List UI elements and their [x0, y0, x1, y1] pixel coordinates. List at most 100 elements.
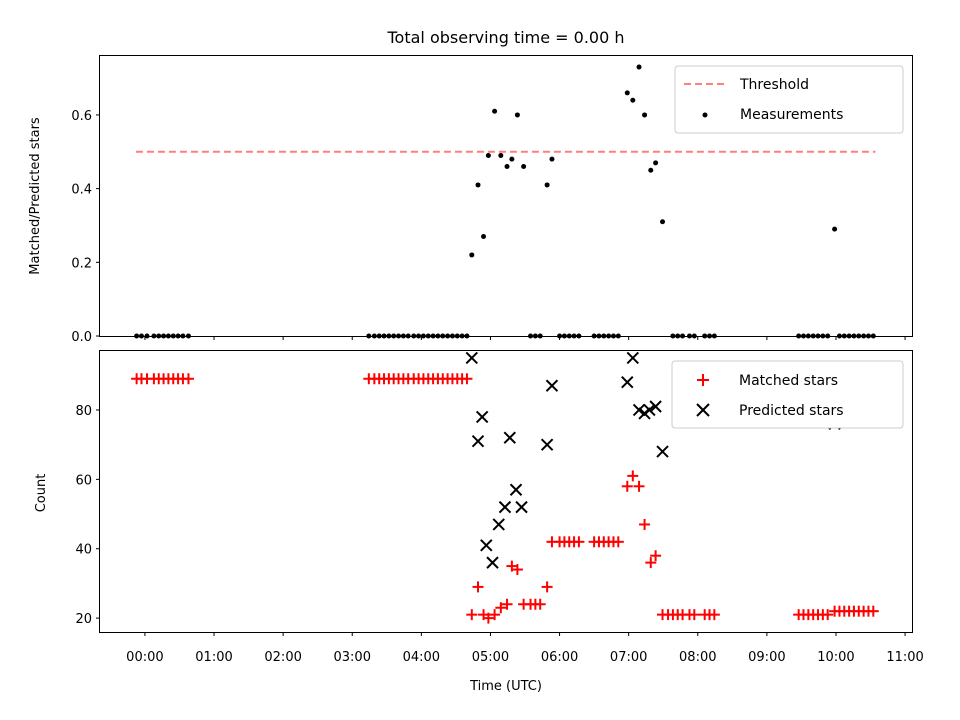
matched-stars-point	[511, 564, 523, 576]
matched-stars-point	[822, 609, 834, 621]
predicted-stars-point	[498, 500, 512, 514]
predicted-stars-point	[471, 434, 485, 448]
matched-stars-point	[688, 609, 700, 621]
matched-stars-point	[708, 609, 720, 621]
measurements-point	[660, 219, 666, 225]
x-tick-label: 07:00	[610, 650, 647, 665]
x-tick-label: 03:00	[334, 650, 371, 665]
x-tick-label: 10:00	[817, 650, 854, 665]
threshold-legend-label: Threshold	[739, 77, 809, 93]
x-tick-label: 11:00	[886, 650, 923, 665]
measurements-point	[642, 112, 648, 118]
measurements-point	[636, 64, 642, 70]
bottom-y-tick-label: 80	[75, 404, 92, 419]
top-axis-ticks: 0.0 0.2 0.4 0.6	[71, 109, 906, 345]
top-legend-box	[674, 65, 904, 134]
measurements-point	[544, 182, 550, 188]
predicted-stars-point	[643, 403, 656, 417]
measurements-point	[504, 164, 510, 170]
top-y-axis-label: Matched/Predicted stars	[28, 117, 43, 275]
matched-stars-point	[472, 581, 484, 593]
measurements-point	[832, 226, 838, 232]
x-tick-label: 09:00	[748, 650, 785, 665]
matched-legend-label: Matched stars	[739, 373, 838, 389]
predicted-stars-point	[626, 351, 640, 365]
measurements-point	[624, 90, 630, 96]
matched-stars-point	[461, 373, 473, 385]
x-tick-label: 06:00	[541, 650, 578, 665]
measurements-point	[653, 160, 659, 166]
matched-stars-point	[650, 550, 662, 562]
matched-stars-point	[495, 602, 507, 614]
bottom-axes-frame	[99, 350, 913, 633]
predicted-stars-point	[486, 556, 499, 569]
top-y-tick-label: 0.2	[71, 256, 92, 271]
top-legend: Threshold Measurements	[674, 65, 904, 134]
bottom-legend-box	[671, 360, 904, 429]
top-axes-frame	[99, 55, 913, 337]
matched-stars-point	[573, 536, 585, 548]
measurements-point	[648, 167, 654, 173]
matched-stars-point	[489, 609, 501, 621]
matched-stars-point	[612, 536, 624, 548]
predicted-legend-label: Predicted stars	[739, 403, 844, 419]
bottom-axis-ticks: 20 40 60 80 00:00 01:00 02:00 03:00 04:00 05:00 06…	[75, 404, 923, 665]
measurements-point	[485, 152, 491, 158]
measurements-legend-marker	[702, 112, 708, 118]
predicted-stars-point	[465, 351, 478, 365]
predicted-stars-point	[475, 410, 489, 424]
measurements-point	[514, 112, 520, 118]
measurements-point	[481, 234, 487, 240]
predicted-stars-point	[632, 403, 646, 417]
matched-stars-point	[501, 598, 513, 610]
top-panel: Total observing time = 0.00 h Matched/Pr…	[28, 28, 913, 345]
measurements-point	[521, 164, 527, 170]
chart-title: Total observing time = 0.00 h	[386, 28, 624, 47]
x-tick-label: 08:00	[679, 650, 716, 665]
predicted-stars-point	[545, 379, 559, 392]
top-y-tick-label: 0.0	[71, 330, 92, 345]
top-y-tick-label: 0.6	[71, 109, 92, 124]
x-tick-label: 01:00	[195, 650, 232, 665]
matched-stars-point	[621, 480, 633, 492]
measurements-point	[498, 152, 504, 158]
measurements-point	[630, 97, 636, 103]
x-tick-label: 05:00	[472, 650, 509, 665]
x-tick-label: 02:00	[264, 650, 301, 665]
measurements-point	[475, 182, 481, 188]
predicted-legend-marker	[696, 403, 710, 417]
matched-legend-marker	[697, 374, 709, 386]
predicted-stars-point	[540, 438, 554, 451]
matched-stars-point	[482, 612, 494, 624]
bottom-legend: Matched stars Predicted stars	[671, 360, 904, 429]
measurements-point	[509, 156, 515, 162]
measurements-point	[549, 156, 555, 162]
bottom-y-tick-label: 60	[75, 473, 92, 488]
predicted-stars-point	[492, 518, 505, 531]
measurements-point	[469, 252, 475, 258]
measurements-point	[492, 108, 498, 114]
matched-stars-point	[534, 598, 546, 610]
x-tick-label: 04:00	[403, 650, 440, 665]
predicted-stars-point	[656, 445, 669, 458]
predicted-stars-point	[649, 400, 662, 413]
matched-stars-point	[867, 605, 879, 617]
matched-stars-point	[645, 557, 657, 569]
matched-stars-point	[639, 518, 651, 530]
matched-stars-point	[506, 560, 518, 572]
predicted-stars-point	[515, 500, 528, 514]
predicted-stars-point	[480, 539, 493, 552]
bottom-plot-area	[131, 351, 879, 624]
matched-stars-point	[627, 470, 639, 482]
matched-stars-point	[541, 581, 553, 593]
top-y-tick-label: 0.4	[71, 183, 92, 198]
matched-stars-point	[633, 480, 645, 492]
predicted-stars-point	[621, 376, 634, 389]
bottom-y-tick-label: 40	[75, 543, 92, 558]
predicted-stars-point	[503, 431, 517, 444]
bottom-y-axis-label: Count	[34, 474, 49, 513]
matched-stars-point	[466, 609, 478, 621]
x-axis-label: Time (UTC)	[469, 679, 542, 694]
bottom-y-tick-label: 20	[75, 612, 92, 627]
